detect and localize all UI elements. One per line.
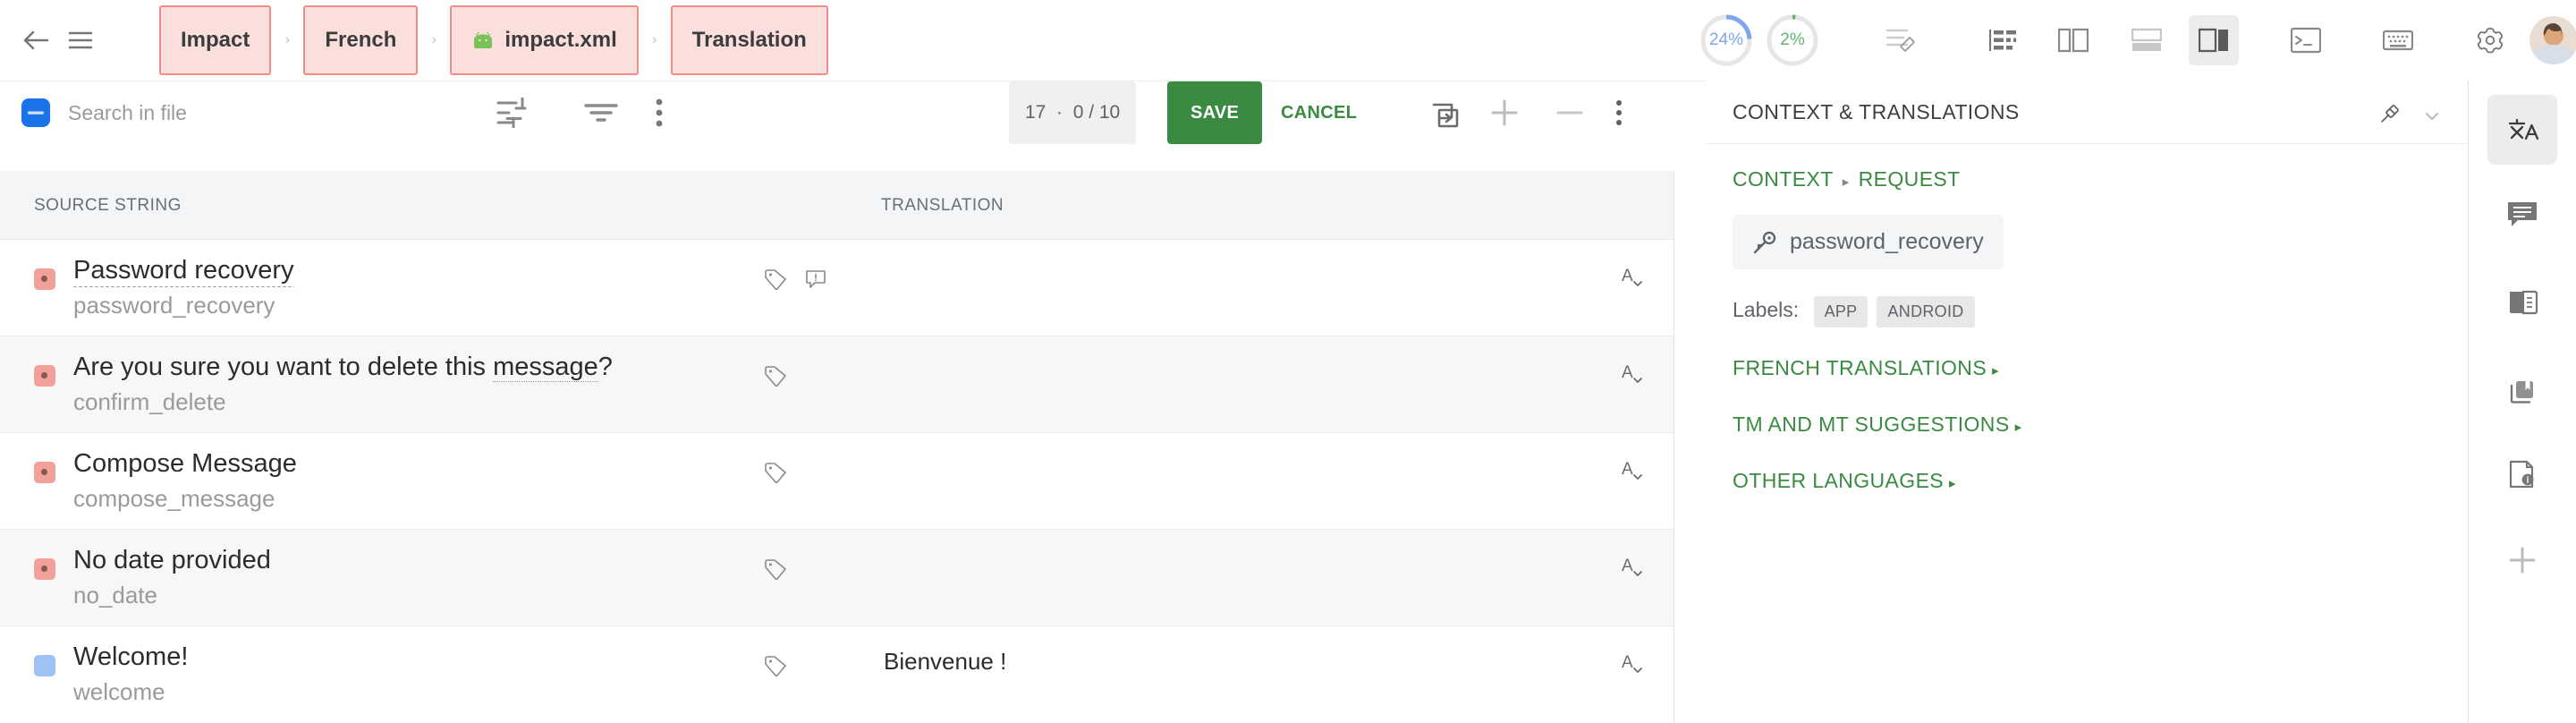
svg-text:A: A <box>1622 460 1633 479</box>
svg-text:A: A <box>1622 267 1633 285</box>
svg-text:A: A <box>1622 363 1633 382</box>
svg-text:A: A <box>1622 653 1633 672</box>
svg-text:A: A <box>1622 557 1633 575</box>
